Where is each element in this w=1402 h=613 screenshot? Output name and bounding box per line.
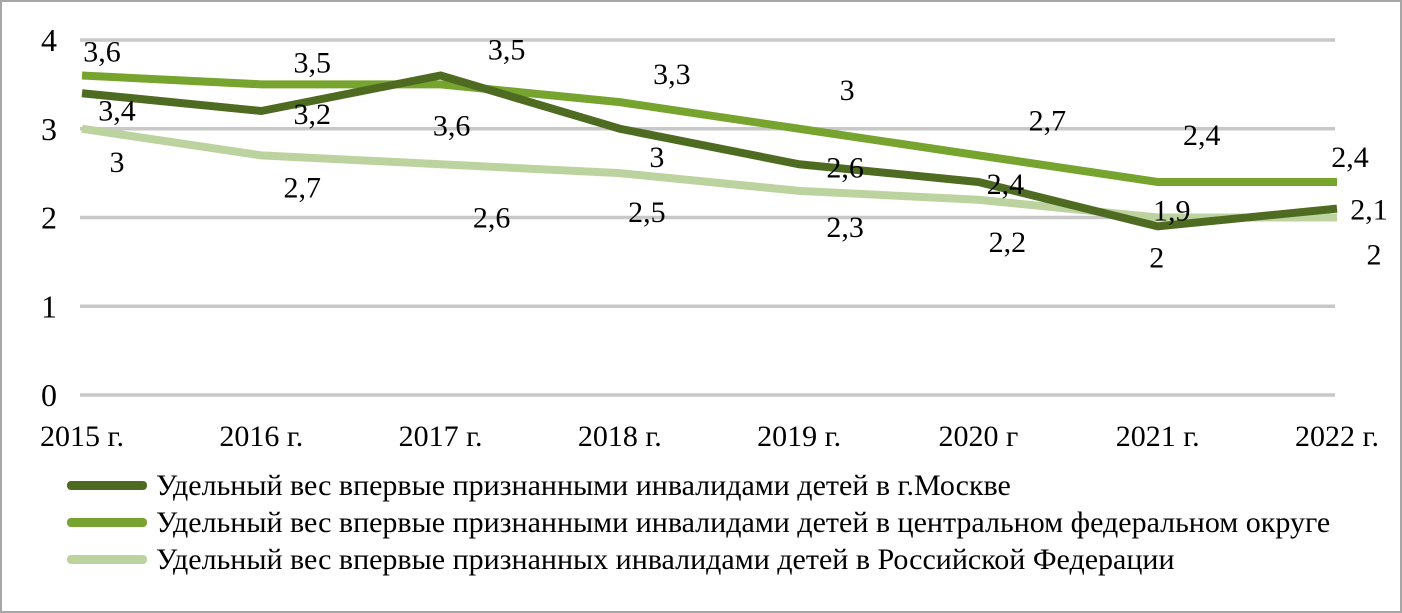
data-label-series-0: 1,9 [1153,194,1191,227]
x-tick-label: 2021 г. [1116,420,1200,453]
data-label-series-1: 2,4 [1331,141,1369,174]
data-label-series-2: 2,7 [284,171,322,204]
x-tick-label: 2022 г. [1295,420,1379,453]
x-tick-label: 2015 г. [40,420,124,453]
data-label-series-1: 2,7 [1029,104,1067,137]
data-label-series-1: 3,6 [83,36,121,69]
legend-label-central-federal-district: Удельный вес впервые признанными инвалид… [156,505,1331,539]
data-label-series-1: 3,3 [653,58,691,91]
legend-swatch-moscow [67,481,147,490]
y-tick-label: 0 [41,377,57,413]
legend-item-central-federal-district: Удельный вес впервые признанными инвалид… [67,504,1400,541]
legend-label-russian-federation: Удельный вес впервые признанных инвалида… [156,542,1175,576]
data-label-series-0: 3,4 [98,94,136,127]
series-line-0 [81,71,1338,231]
x-tick-label: 2017 г. [399,420,483,453]
x-tick-label: 2016 г. [219,420,303,453]
data-label-series-2: 3 [110,146,125,179]
data-label-series-2: 2,5 [628,196,666,229]
series-line-1 [81,71,1337,186]
data-label-series-2: 2,2 [989,226,1027,259]
data-label-series-0: 3,2 [294,98,332,131]
line-chart: 0 1 2 3 4 2015 г. 2016 г. 2017 г. 2018 г. 2019 г.… [40,22,1388,453]
y-tick-label: 1 [41,288,57,324]
data-label-series-0: 2,4 [987,168,1025,201]
data-label-series-2: 2,3 [826,211,864,244]
x-tick-label: 2019 г. [757,420,841,453]
legend-item-russian-federation: Удельный вес впервые признанных инвалида… [67,541,1400,578]
data-label-series-1: 3,5 [488,33,526,66]
data-label-series-0: 2,6 [826,151,864,184]
data-label-series-2: 2 [1367,239,1382,272]
y-tick-label: 4 [41,22,57,58]
data-label-series-1: 3 [840,74,855,107]
y-tick-label: 3 [41,111,57,147]
series-line-2 [81,124,1337,222]
data-label-series-0: 3,6 [433,110,471,143]
x-tick-label: 2018 г. [578,420,662,453]
legend-item-moscow: Удельный вес впервые признанными инвалид… [67,467,1400,504]
x-tick-label: 2020 г [939,420,1019,453]
data-label-series-1: 3,5 [294,46,332,79]
data-label-series-0: 2,1 [1350,194,1388,227]
data-label-series-0: 3 [649,141,664,174]
data-label-series-2: 2 [1149,242,1164,275]
data-label-series-1: 2,4 [1183,119,1221,152]
data-label-series-2: 2,6 [473,201,511,234]
legend-swatch-russian-federation [67,555,147,564]
legend: Удельный вес впервые признанными инвалид… [67,467,1400,578]
legend-label-moscow: Удельный вес впервые признанными инвалид… [156,468,1011,502]
legend-swatch-central-federal-district [67,518,147,527]
y-tick-label: 2 [41,200,57,236]
